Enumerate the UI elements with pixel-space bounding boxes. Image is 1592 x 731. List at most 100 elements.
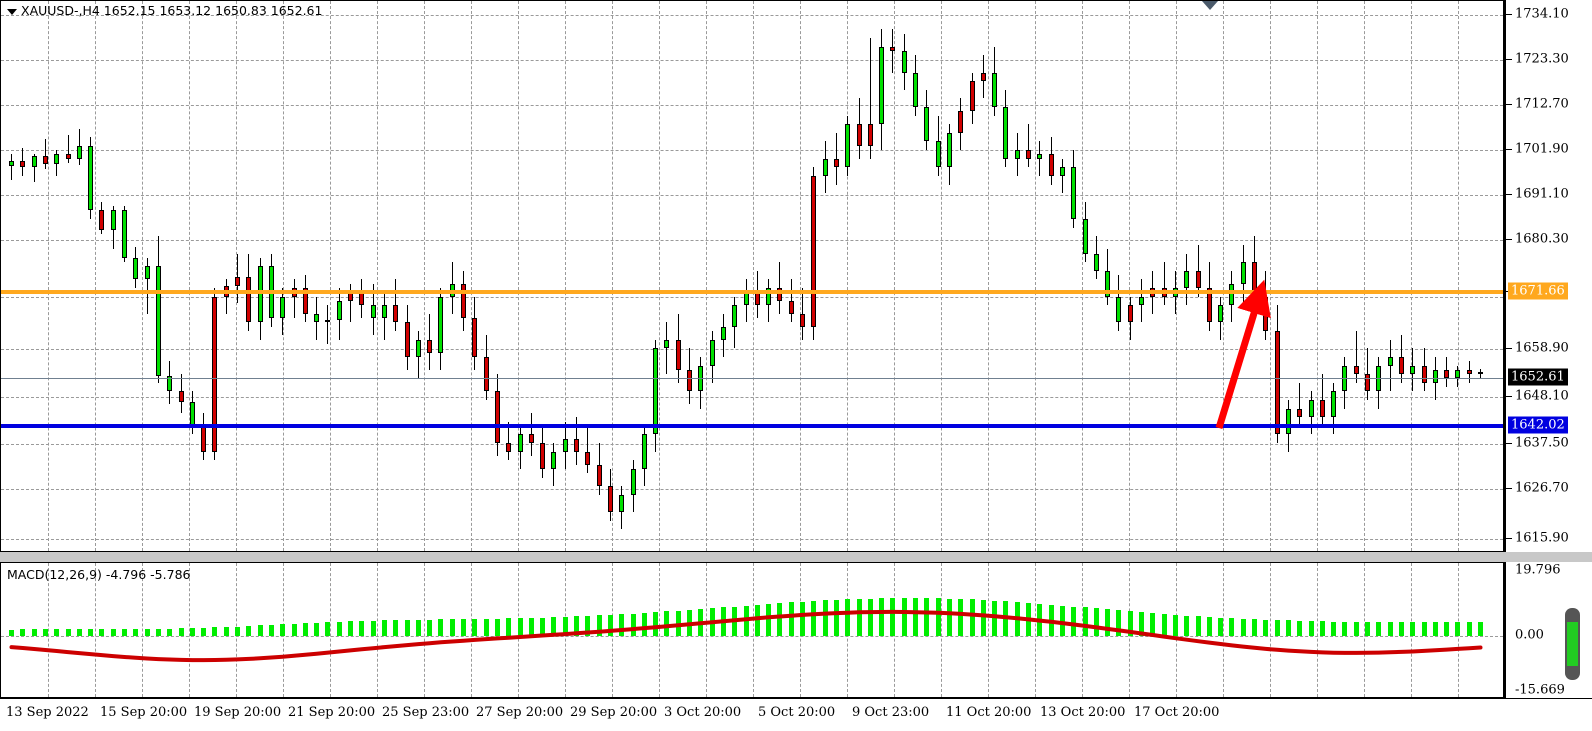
candle-body [1014,150,1020,159]
candle-body [1139,296,1144,306]
gridline-vertical [1223,563,1224,697]
candle-wick [790,279,792,323]
gridline-vertical [283,1,284,551]
macd-histogram-bar [777,603,783,636]
macd-histogram-bar [946,598,952,636]
macd-indicator-panel[interactable]: MACD(12,26,9) -4.796 -5.786 [0,562,1504,698]
candle-body [144,266,150,280]
price-axis-tick [1506,14,1512,15]
macd-histogram-bar [348,621,353,636]
candle-body [1365,374,1370,392]
macd-histogram-bar [890,598,896,636]
chart-symbol-header: XAUUSD-,H4 1652.15 1653.12 1650.83 1652.… [7,3,322,18]
resistance-price-tag[interactable]: 1671.66 [1508,282,1568,300]
macd-histogram-bar [1353,621,1359,636]
candle-body [99,210,105,230]
candle-wick [44,139,46,170]
price-axis-tick [1506,488,1512,489]
candle-body [189,402,195,426]
macd-histogram-bar [1308,621,1314,636]
candle-wick [293,279,295,319]
candle-body [1048,154,1054,176]
macd-histogram-bar [155,628,161,636]
macd-histogram-bar [856,598,862,636]
macd-histogram-bar [1172,614,1178,636]
gridline-vertical [95,563,96,697]
time-axis-tick-label: 29 Sep 20:00 [570,705,658,720]
time-axis[interactable]: 13 Sep 2022 15 Sep 20:00 19 Sep 20:00 21 Se… [0,698,1592,731]
candle-body [246,277,252,323]
gridline-vertical [1082,1,1083,551]
candle-body [845,124,851,168]
price-axis[interactable]: 1734.10 1723.30 1712.70 1701.90 1691.10 1680.… [1504,0,1592,552]
symbol-ohlc-label: XAUUSD-,H4 1652.15 1653.12 1650.83 1652.… [21,3,323,18]
gridline-horizontal [1,195,1503,196]
macd-histogram-bar [585,615,591,636]
gridline-vertical [48,1,49,551]
price-axis-tick-label: 1723.30 [1515,51,1569,67]
macd-histogram-bar [189,628,195,636]
candle-wick [1061,158,1063,194]
macd-histogram-bar [1105,609,1111,636]
macd-histogram-bar [427,619,433,636]
macd-histogram-bar [415,619,421,636]
macd-histogram-bar [754,604,760,636]
macd-histogram-bar [20,629,26,636]
gridline-vertical [941,1,942,551]
candle-body [1274,331,1280,435]
candle-wick [1163,262,1165,306]
gridline-vertical [706,1,707,551]
candle-body [1410,365,1416,375]
candle-body [1037,154,1043,159]
candle-body [1218,305,1224,323]
support-price-tag[interactable]: 1642.02 [1508,416,1568,434]
macd-histogram-bar [980,600,986,636]
candle-body [438,296,444,353]
macd-histogram-bar [494,618,500,636]
current-price-tag: 1652.61 [1508,368,1568,386]
support-level-line[interactable] [1,424,1503,428]
macd-histogram-bar [1432,622,1438,636]
candle-wick [892,29,894,73]
price-axis-tick-label: 1701.90 [1515,141,1569,157]
macd-histogram-bar [574,616,579,636]
gridline-vertical [1035,563,1036,697]
candle-body [54,153,60,164]
candle-body [88,145,94,211]
candle-body [42,156,48,164]
candle-body [754,292,760,306]
candle-wick [1321,374,1323,426]
macd-histogram-bar [381,620,387,636]
macd-histogram-bar [1218,617,1224,636]
macd-histogram-bar [540,617,546,636]
candle-body [1297,408,1303,418]
macd-histogram-bar [291,623,297,636]
chart-top-marker-icon[interactable] [1202,1,1218,10]
resistance-level-line[interactable] [1,290,1503,294]
time-axis-tick-label: 15 Sep 20:00 [100,705,188,720]
gridline-vertical [518,1,519,551]
macd-histogram-bar [212,627,218,636]
candle-body [155,266,161,377]
macd-histogram-bar [1274,620,1280,636]
candle-body [1398,356,1404,375]
macd-histogram-bar [641,612,647,636]
candle-body [280,296,286,319]
candle-body [427,339,433,353]
macd-histogram-bar [653,612,659,636]
price-chart-panel[interactable]: XAUUSD-,H4 1652.15 1653.12 1650.83 1652.… [0,0,1504,552]
candle-body [890,46,896,51]
chevron-down-icon[interactable] [7,8,17,15]
macd-histogram-bar [122,629,127,636]
candle-body [517,434,523,452]
candle-wick [67,135,69,163]
gridline-vertical [1270,563,1271,697]
macd-histogram-bar [607,614,613,636]
candle-body [585,451,591,465]
macd-zero-line [1,636,1503,637]
candle-wick [1039,141,1041,176]
gridline-vertical [1411,1,1412,551]
macd-histogram-bar [438,619,444,636]
panel-divider[interactable] [0,552,1592,562]
vertical-scrollbar-thumb[interactable] [1565,608,1580,680]
